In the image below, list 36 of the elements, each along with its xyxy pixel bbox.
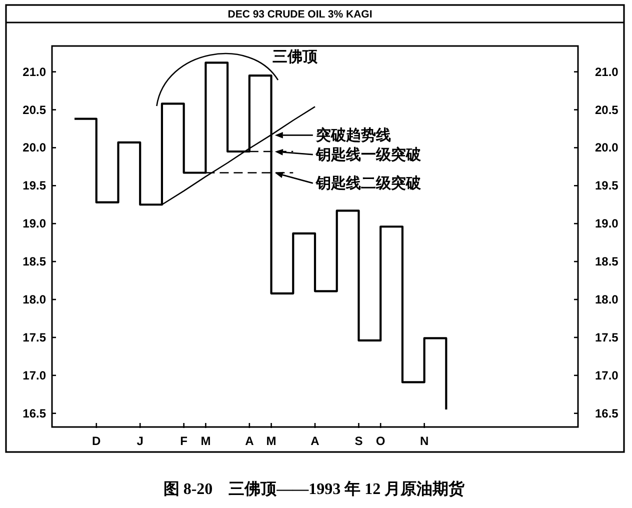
y2-tick-label: 17.5 — [595, 330, 619, 344]
x-tick-label: O — [376, 434, 386, 448]
x-tick-label: A — [310, 434, 320, 448]
y2-tick-label: 19.5 — [595, 178, 619, 193]
chart-title: DEC 93 CRUDE OIL 3% KAGI — [228, 8, 372, 20]
annotation: 突破趋势线 — [314, 126, 391, 144]
y-tick-label: 20.0 — [22, 140, 46, 155]
y-tick-label: 17.0 — [22, 368, 46, 382]
annotation: 钥匙线一级突破 — [314, 146, 422, 164]
x-tick-label: D — [92, 434, 102, 448]
y-tick-label: 17.5 — [22, 330, 46, 344]
y-tick-label: 19.5 — [22, 178, 46, 193]
x-tick-label: A — [245, 434, 254, 448]
y-tick-label: 20.5 — [22, 102, 46, 117]
annotation: 三佛顶 — [272, 48, 318, 66]
y-tick-label: 21.0 — [22, 64, 46, 79]
y2-tick-label: 20.0 — [595, 140, 619, 155]
x-tick-label: S — [354, 434, 363, 448]
y2-tick-label: 21.0 — [595, 64, 619, 79]
y-tick-label: 18.5 — [22, 254, 46, 269]
y2-tick-label: 17.0 — [595, 368, 619, 382]
y2-tick-label: 20.5 — [595, 102, 619, 117]
x-tick-label: M — [266, 434, 276, 448]
x-tick-label: N — [420, 434, 429, 448]
y-tick-label: 16.5 — [22, 406, 46, 420]
y-tick-label: 18.0 — [22, 292, 46, 306]
x-tick-label: F — [180, 434, 188, 448]
y2-tick-label: 16.5 — [595, 406, 619, 420]
y2-tick-label: 18.5 — [595, 254, 619, 269]
y2-tick-label: 18.0 — [595, 292, 619, 306]
y-tick-label: 19.0 — [22, 216, 46, 231]
caption: 图 8-20 三佛顶——1993 年 12 月原油期货 — [163, 480, 466, 498]
annotation: 钥匙线二级突破 — [314, 174, 422, 192]
x-tick-label: J — [136, 434, 144, 448]
x-tick-label: M — [200, 434, 211, 448]
y2-tick-label: 19.0 — [595, 216, 619, 231]
